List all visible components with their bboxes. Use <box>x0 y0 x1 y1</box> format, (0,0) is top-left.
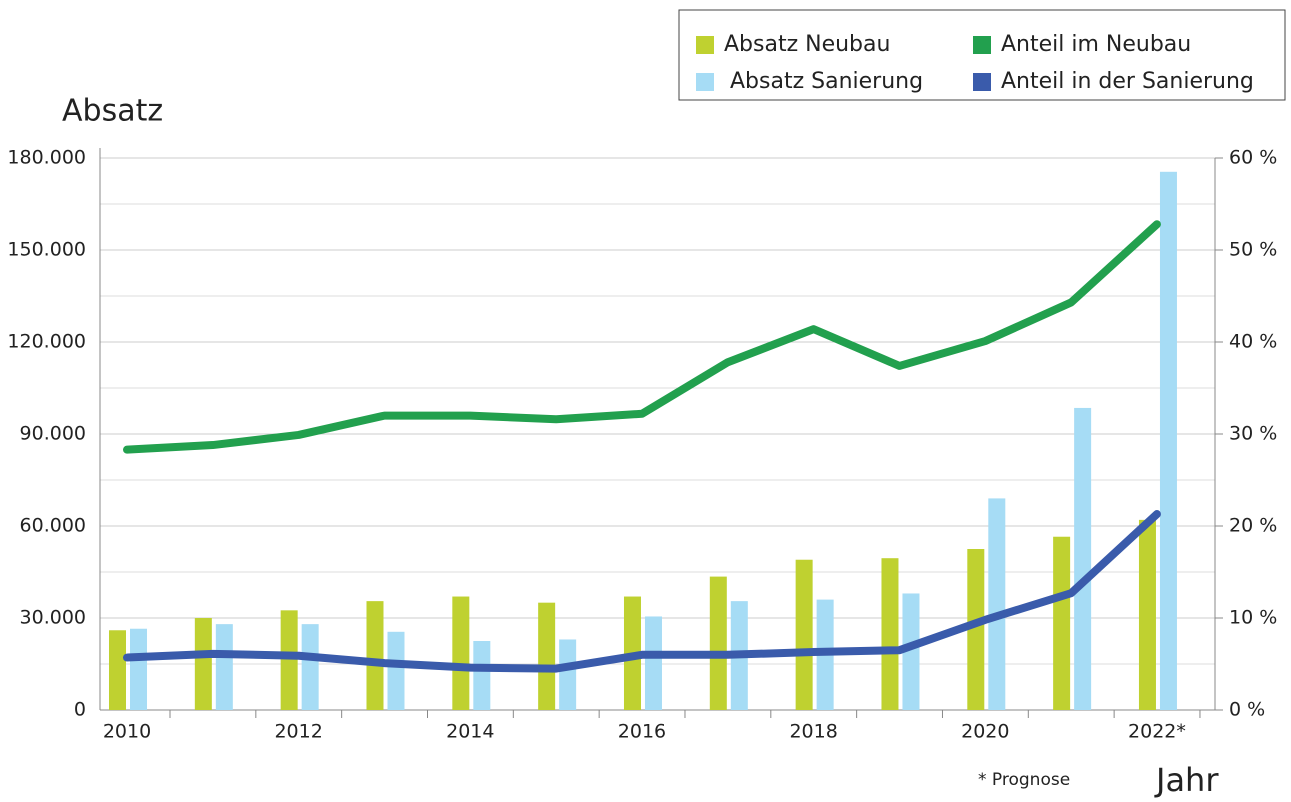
bar <box>644 616 662 710</box>
annotation: * Prognose <box>978 770 1070 790</box>
line <box>123 220 1161 454</box>
y-tick-label: 60.000 <box>20 515 86 537</box>
bar <box>538 602 556 710</box>
y-axis-label: Absatz <box>62 94 163 129</box>
bar <box>452 596 470 710</box>
bar <box>1053 536 1071 710</box>
bar <box>967 549 985 710</box>
bar <box>280 610 298 710</box>
legend-label: Anteil in der Sanierung <box>1001 69 1254 94</box>
y2-tick-label: 60 % <box>1229 147 1277 169</box>
bar <box>795 559 813 710</box>
legend-swatch <box>973 36 991 54</box>
bar <box>559 639 577 710</box>
bar <box>301 624 319 710</box>
bar <box>1074 407 1092 710</box>
bar <box>881 558 899 710</box>
bar <box>988 498 1006 710</box>
legend-label: Anteil im Neubau <box>1001 32 1191 57</box>
bar <box>473 641 491 710</box>
y-tick-label: 150.000 <box>7 239 86 261</box>
x-tick-label: 2012 <box>274 721 322 743</box>
bar <box>902 593 920 710</box>
x-tick-label: 2022* <box>1128 721 1186 743</box>
bar <box>709 576 727 710</box>
bar <box>387 631 405 710</box>
x-tick-label: 2016 <box>618 721 666 743</box>
legend-label: Absatz Neubau <box>724 32 890 57</box>
x-tick-label: 2014 <box>446 721 494 743</box>
legend-swatch <box>696 36 714 54</box>
line <box>123 510 1161 673</box>
bar <box>366 601 384 710</box>
x-tick-label: 2018 <box>789 721 837 743</box>
x-tick-label: 2010 <box>103 721 151 743</box>
y-tick-label: 180.000 <box>7 147 86 169</box>
y2-tick-label: 0 % <box>1229 699 1265 721</box>
bar <box>1159 171 1177 711</box>
legend-label: Absatz Sanierung <box>730 69 923 94</box>
y2-tick-label: 40 % <box>1229 331 1277 353</box>
bar <box>130 628 147 710</box>
bar <box>215 624 233 710</box>
y-tick-label: 0 <box>74 699 86 721</box>
y2-tick-label: 50 % <box>1229 239 1277 261</box>
bar <box>1138 519 1156 710</box>
legend-swatch <box>696 73 714 91</box>
y-tick-label: 30.000 <box>20 607 86 629</box>
y2-tick-label: 20 % <box>1229 515 1277 537</box>
y-tick-label: 120.000 <box>7 331 86 353</box>
bar <box>194 618 212 710</box>
legend-swatch <box>973 73 991 91</box>
y2-tick-label: 10 % <box>1229 607 1277 629</box>
y-tick-label: 90.000 <box>20 423 86 445</box>
y2-tick-label: 30 % <box>1229 423 1277 445</box>
x-tick-label: 2020 <box>961 721 1009 743</box>
x-axis-label: Jahr <box>1154 761 1219 799</box>
bar <box>109 630 126 710</box>
